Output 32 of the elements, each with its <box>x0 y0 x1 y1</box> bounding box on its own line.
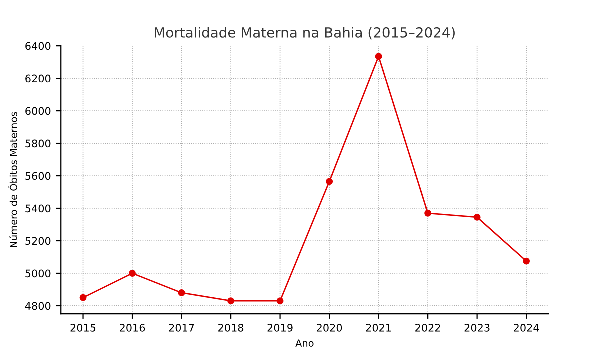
y-tick-label: 6200 <box>26 74 51 83</box>
point <box>326 178 334 186</box>
x-tick-label: 2018 <box>218 324 244 332</box>
y-tick-label: 5800 <box>26 140 51 148</box>
x-tick-label: 2016 <box>120 324 146 332</box>
x-tick-label: 2021 <box>366 324 392 332</box>
point <box>474 214 481 221</box>
y-tick-label: 4800 <box>25 302 51 310</box>
x-tick-label: 2017 <box>169 324 194 332</box>
y-tick-label: 6000 <box>26 107 51 116</box>
x-tick-label: 2019 <box>268 324 293 332</box>
x-axis-title: Ano <box>296 340 314 347</box>
x-tick-label: 2020 <box>317 324 342 332</box>
point <box>276 298 284 305</box>
y-axis-title: Número de Óbitos Maternos <box>8 112 18 248</box>
x-tick-label: 2024 <box>514 324 540 332</box>
x-tick-label: 2022 <box>416 324 440 332</box>
point <box>129 270 136 277</box>
y-tick-label: 5000 <box>26 270 51 278</box>
point <box>80 294 87 302</box>
chart-title: Mortalidade Materna na Bahia (2015–2024) <box>155 27 455 40</box>
point <box>523 258 530 265</box>
point <box>178 290 186 296</box>
y-tick-label: 5200 <box>26 237 51 246</box>
point <box>375 53 382 60</box>
x-tick-label: 2023 <box>464 324 490 332</box>
y-tick-label: 5400 <box>26 204 51 213</box>
x-tick-label: 2015 <box>70 324 96 332</box>
y-tick-label: 6400 <box>26 42 51 50</box>
y-tick-label: 5600 <box>26 172 51 180</box>
point <box>424 210 432 217</box>
point <box>228 298 235 305</box>
